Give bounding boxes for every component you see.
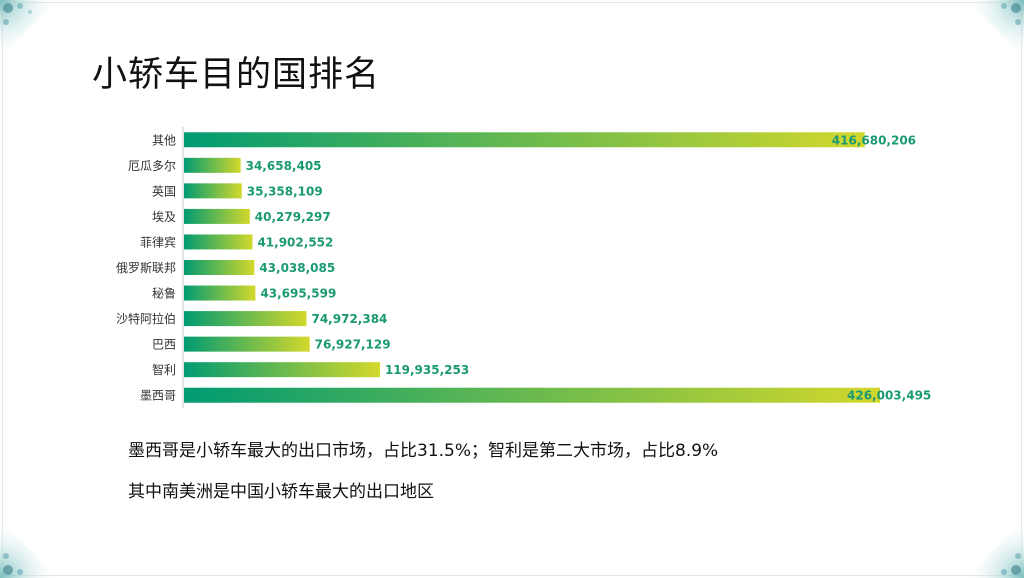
corner-ornament-icon	[0, 0, 58, 58]
category-label: 厄瓜多尔	[128, 158, 176, 173]
corner-ornament-icon	[966, 0, 1024, 58]
bar	[184, 132, 865, 148]
bar	[184, 157, 241, 173]
bar	[184, 387, 880, 403]
page-title: 小轿车目的国排名	[92, 55, 381, 95]
bar	[184, 234, 253, 250]
category-label: 巴西	[152, 338, 176, 352]
data-label: 74,972,384	[311, 312, 387, 326]
data-label: 43,695,599	[260, 287, 336, 301]
bar	[184, 285, 256, 301]
category-label: 其他	[152, 133, 176, 147]
category-label: 英国	[152, 184, 176, 198]
data-label: 41,902,552	[257, 235, 333, 249]
summary-note-region: 其中南美洲是中国小轿车最大的出口地区	[128, 482, 434, 502]
corner-ornament-icon	[966, 520, 1024, 578]
bar	[184, 260, 255, 275]
data-label: 34,658,405	[246, 159, 322, 173]
corner-ornament-icon	[0, 520, 58, 578]
bar	[184, 183, 242, 199]
data-label: 76,927,129	[315, 338, 391, 352]
category-label: 秘鲁	[152, 287, 176, 301]
category-label: 菲律宾	[140, 234, 176, 249]
category-label: 埃及	[152, 210, 176, 224]
data-label: 119,935,253	[385, 363, 469, 377]
bar	[184, 208, 250, 224]
data-label: 426,003,495	[847, 389, 931, 403]
category-label: 智利	[152, 362, 176, 377]
category-label: 墨西哥	[140, 389, 176, 403]
bar	[184, 311, 307, 327]
category-label: 沙特阿拉伯	[116, 311, 176, 326]
data-label: 43,038,085	[259, 261, 335, 275]
summary-note-market-share: 墨西哥是小轿车最大的出口市场，占比31.5%；智利是第二大市场，占比8.9%	[128, 441, 719, 461]
bar	[184, 336, 310, 352]
data-label: 40,279,297	[255, 210, 331, 224]
data-label: 35,358,109	[247, 184, 323, 198]
bar	[184, 362, 380, 378]
category-label: 俄罗斯联邦	[116, 261, 176, 275]
data-label: 416,680,206	[832, 133, 916, 147]
